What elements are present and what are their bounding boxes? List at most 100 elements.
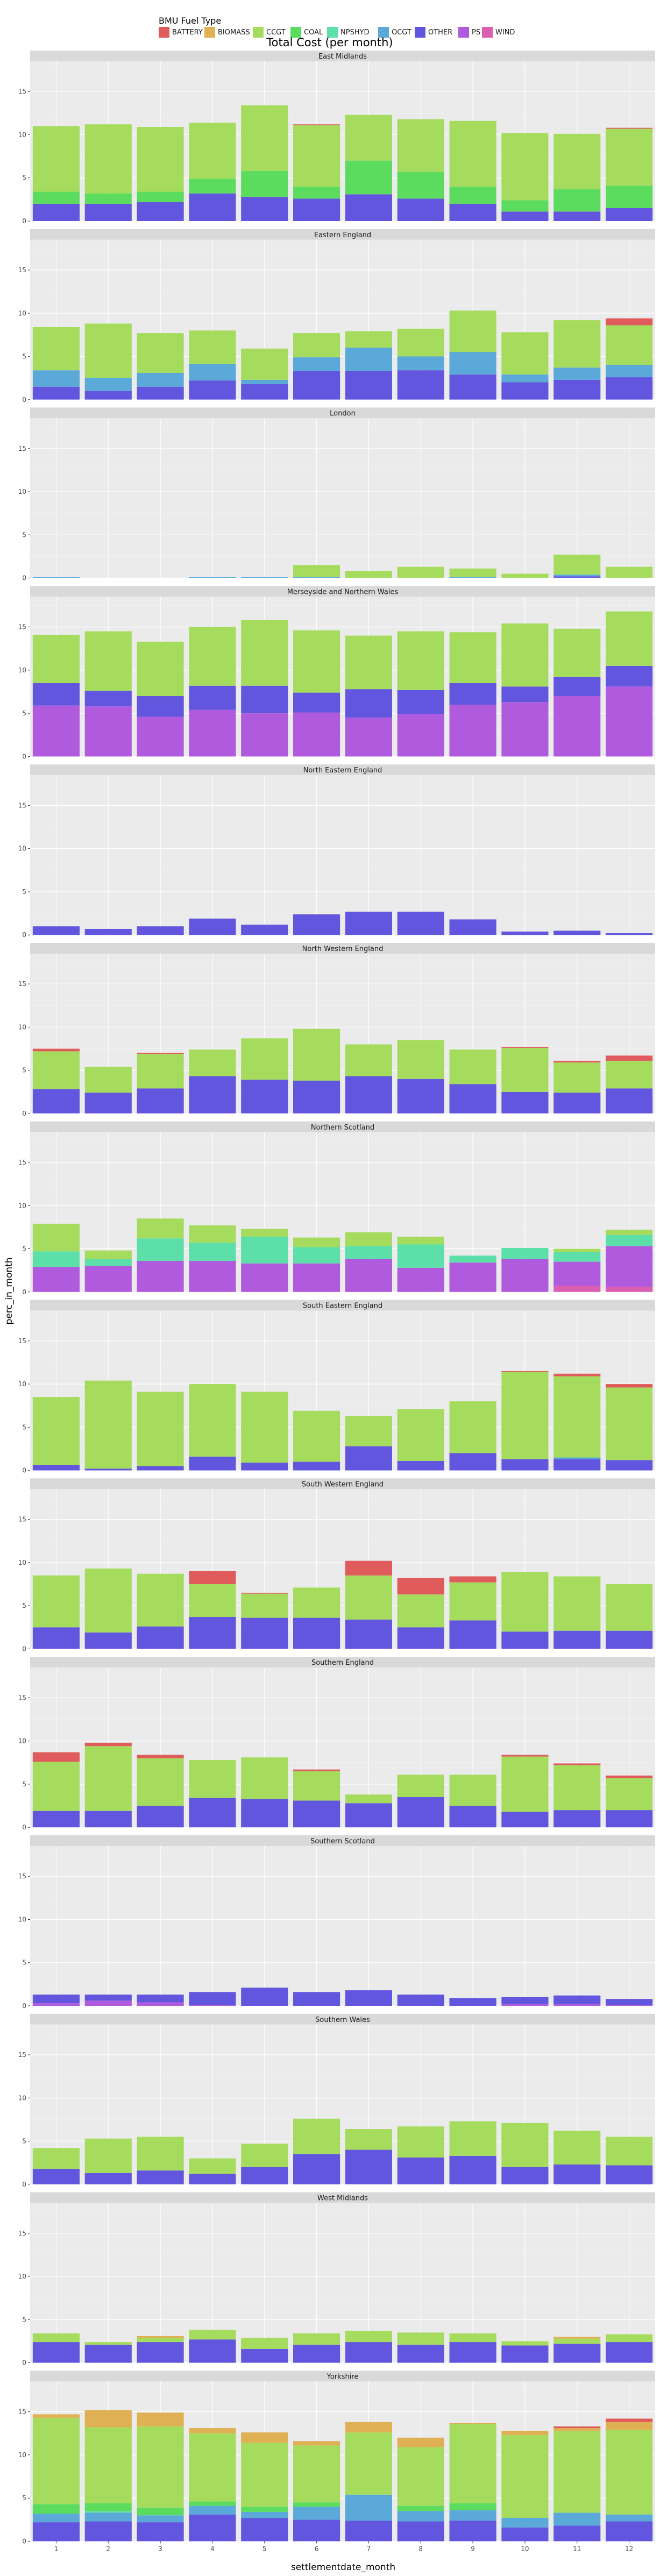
bar-other-month-10 (501, 1812, 549, 1828)
panel-background (30, 1489, 655, 1649)
bar-ps-month-4 (189, 1261, 236, 1292)
bar-other-month-8 (397, 1797, 444, 1828)
bar-battery-month-12 (606, 318, 653, 325)
bar-other-month-12 (606, 2165, 653, 2184)
bar-ocgt-month-2 (84, 2513, 132, 2522)
bar-ccgt-month-6 (293, 1587, 340, 1618)
bar-ccgt-month-1 (32, 327, 80, 371)
bar-ccgt-month-7 (345, 1416, 392, 1446)
bar-ocgt-month-9 (449, 2510, 496, 2521)
bar-biomass-month-10 (501, 2430, 549, 2435)
bar-battery-month-10 (501, 1755, 549, 1757)
bar-ps-month-3 (137, 716, 184, 757)
bar-other-month-7 (345, 1619, 392, 1649)
bar-other-month-11 (553, 1092, 601, 1113)
bar-other-month-5 (241, 924, 288, 935)
bar-ocgt-month-10 (501, 374, 549, 382)
bar-other-month-4 (189, 1617, 236, 1649)
bar-other-month-10 (501, 1997, 549, 2004)
y-tick-label: 15 (18, 88, 26, 95)
bar-coal-month-9 (449, 2503, 496, 2510)
x-tick-label: 10 (521, 2545, 529, 2552)
panel-strip-label: Merseyside and Northern Wales (287, 588, 399, 596)
bar-other-month-9 (449, 919, 496, 935)
bar-other-month-3 (137, 1995, 184, 2003)
panel-strip-label: Eastern England (314, 231, 371, 239)
bar-battery-month-7 (345, 1560, 392, 1576)
bar-other-month-5 (241, 2167, 288, 2184)
bar-ccgt-month-11 (553, 133, 601, 189)
bar-other-month-12 (606, 1810, 653, 1828)
bar-coal-month-5 (241, 2507, 288, 2512)
bar-ccgt-month-4 (189, 627, 236, 686)
bar-biomass-month-3 (137, 2336, 184, 2338)
bar-other-month-8 (397, 2521, 444, 2542)
y-tick-label: 0 (22, 2002, 26, 2010)
bar-ccgt-month-5 (241, 105, 288, 171)
panel-strip-label: North Western England (302, 945, 384, 953)
bar-ps-month-10 (501, 702, 549, 757)
bar-npshyd-month-10 (501, 1247, 549, 1259)
y-tick-label: 0 (22, 753, 26, 760)
y-tick-label: 15 (18, 1516, 26, 1523)
legend-swatch-biomass (204, 27, 215, 38)
panel-background (30, 954, 655, 1113)
bar-ccgt-month-2 (84, 1067, 132, 1093)
bar-npshyd-month-1 (32, 1251, 80, 1267)
bar-ccgt-month-12 (606, 1778, 653, 1811)
bar-other-month-6 (293, 692, 340, 713)
bar-ccgt-month-12 (606, 129, 653, 186)
bar-ccgt-month-9 (449, 1049, 496, 1084)
bar-other-month-2 (84, 1995, 132, 2001)
panel-background (30, 2381, 655, 2542)
bar-other-month-2 (84, 928, 132, 935)
bar-other-month-12 (606, 1999, 653, 2005)
bar-other-month-5 (241, 2518, 288, 2542)
bar-ocgt-month-3 (137, 2515, 184, 2523)
bar-other-month-3 (137, 926, 184, 935)
bar-biomass-month-12 (606, 2422, 653, 2430)
panel-strip (30, 2013, 655, 2025)
bar-other-month-9 (449, 1806, 496, 1828)
x-tick-label: 6 (315, 2545, 319, 2552)
y-tick-label: 10 (18, 309, 26, 317)
bar-other-month-10 (501, 2527, 549, 2542)
panel-strip (30, 1835, 655, 1846)
bar-ccgt-month-6 (293, 565, 340, 577)
x-tick-label: 8 (418, 2545, 423, 2552)
bar-ccgt-month-10 (501, 2435, 549, 2518)
panel-southern-wales: Southern Wales 0 5 10 15 (18, 2013, 655, 2188)
bar-other-month-6 (293, 914, 340, 935)
y-axis-title: perc_in_month (4, 1258, 15, 1325)
bar-other-month-3 (137, 2170, 184, 2184)
bar-other-month-7 (345, 911, 392, 935)
y-tick-label: 10 (18, 488, 26, 495)
bar-other-month-5 (241, 197, 288, 221)
legend-label-ccgt: CCGT (266, 29, 286, 37)
panel-background (30, 775, 655, 935)
bar-other-month-9 (449, 1453, 496, 1471)
bar-ps-month-10 (501, 1259, 549, 1292)
bar-ccgt-month-1 (32, 1397, 80, 1465)
bar-ccgt-month-5 (241, 2338, 288, 2349)
bar-ccgt-month-8 (397, 329, 444, 357)
y-tick-label: 5 (22, 2494, 26, 2502)
x-tick-label: 11 (573, 2545, 581, 2552)
bar-other-month-4 (189, 380, 236, 400)
bar-ccgt-month-9 (449, 310, 496, 352)
bar-other-month-1 (32, 1465, 80, 1471)
bar-coal-month-6 (293, 186, 340, 199)
bar-ccgt-month-8 (397, 566, 444, 578)
bar-ps-month-11 (553, 696, 601, 757)
bar-biomass-month-2 (84, 2410, 132, 2428)
bar-other-month-6 (293, 1992, 340, 2006)
bar-other-month-6 (293, 1617, 340, 1649)
bar-ccgt-month-2 (84, 1250, 132, 1259)
bar-ccgt-month-7 (345, 1044, 392, 1076)
bar-other-month-11 (553, 1459, 601, 1471)
bar-other-month-1 (32, 1089, 80, 1113)
bar-biomass-month-11 (553, 2337, 601, 2339)
panel-southern-scotland: Southern Scotland 0 5 10 15 (18, 1835, 655, 2010)
bar-ps-month-12 (606, 2005, 653, 2006)
